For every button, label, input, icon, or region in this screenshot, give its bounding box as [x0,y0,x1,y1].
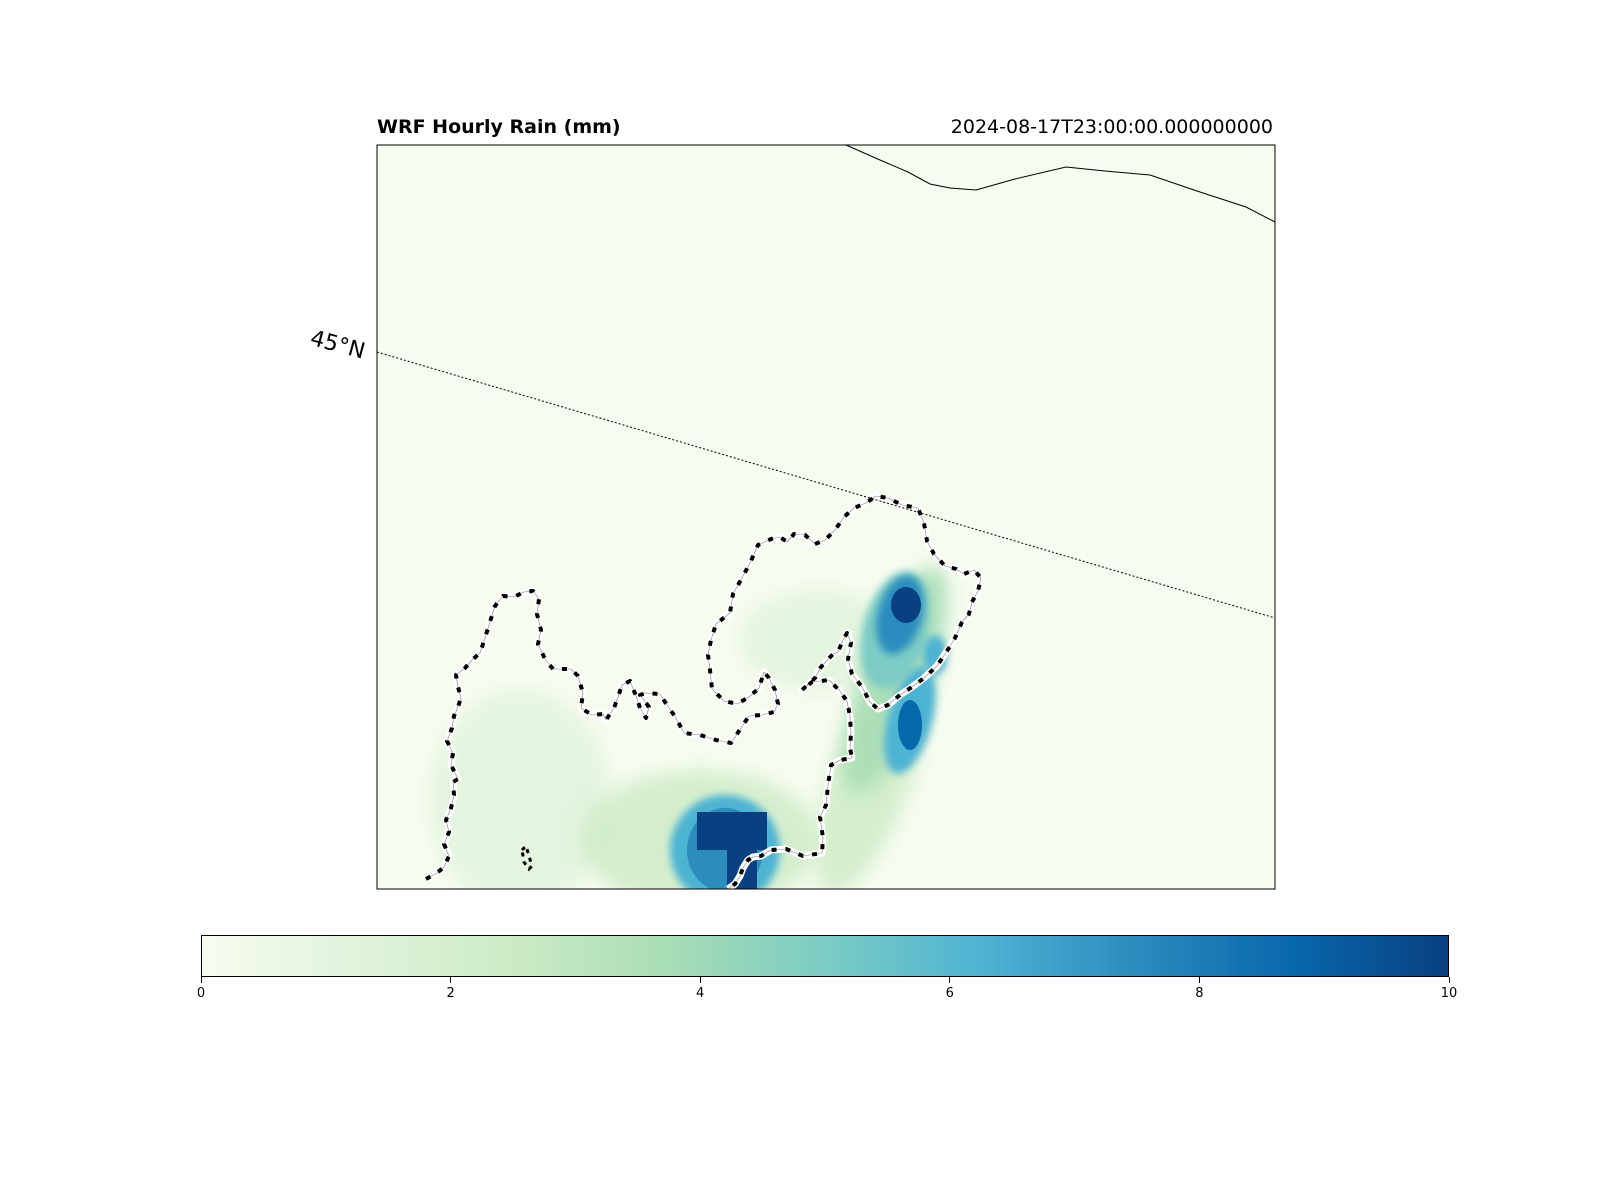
colorbar-tick-label: 10 [1440,986,1458,1001]
rain-cell-s-core [697,812,767,850]
coastline [845,145,1275,223]
colorbar-tick [200,977,202,983]
colorbar-tick-label: 6 [945,986,954,1001]
colorbar-tick [1198,977,1200,983]
colorbar-tick-label: 2 [446,986,455,1001]
state-border-outline [425,495,982,889]
rain-cell-ne-core [891,587,921,623]
island-border [520,843,534,872]
colorbar-tick [1448,977,1450,983]
colorbar [201,935,1449,977]
colorbar-tick-label: 4 [696,986,705,1001]
rain-area-light-west [430,690,610,889]
map-frame [376,144,1276,890]
colorbar-tick-label: 8 [1195,986,1204,1001]
colorbar-tick [699,977,701,983]
rain-field [377,145,1275,889]
colorbar-tick [450,977,452,983]
colorbar-tick-label: 0 [196,986,206,1001]
rain-area-light-central [740,590,900,690]
rain-cell-e-core [898,700,922,750]
colorbar-tick [949,977,951,983]
map-timestamp: 2024-08-17T23:00:00.000000000 [950,116,1273,138]
latitude-45n-line [377,351,1275,619]
map-title: WRF Hourly Rain (mm) [377,116,621,138]
